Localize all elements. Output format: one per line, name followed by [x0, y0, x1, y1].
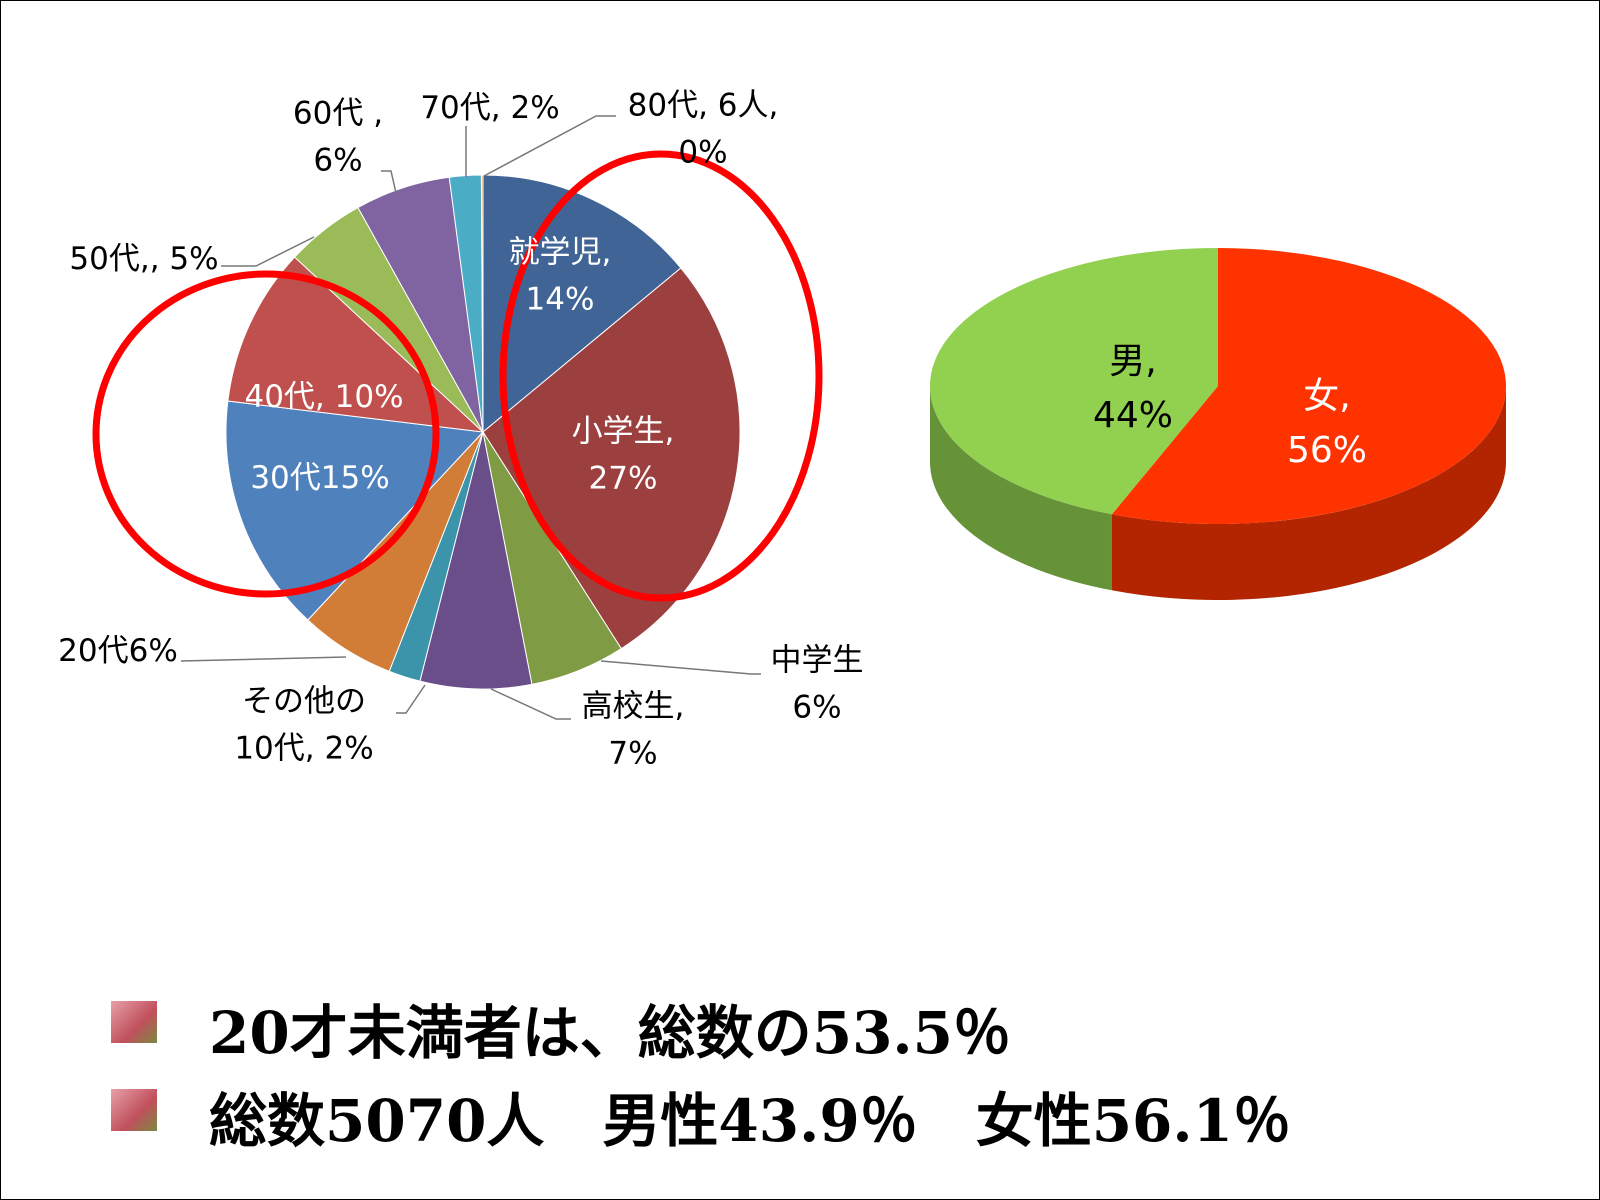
data-label: 70代, 2%	[420, 89, 560, 126]
pies	[225, 174, 1507, 690]
data-label: 40代, 10%	[244, 378, 404, 415]
data-label: 60代 , 6%	[292, 95, 384, 179]
bullet-icon	[111, 1089, 157, 1131]
data-label: 女, 56%	[1286, 376, 1367, 471]
pie-slice	[225, 400, 485, 621]
pie-slice	[482, 174, 682, 434]
leader-line	[221, 236, 315, 267]
pie-slice	[227, 256, 485, 433]
data-label: 小学生, 27%	[571, 413, 675, 497]
slice-side	[930, 386, 1112, 591]
leader-line	[600, 660, 761, 675]
slice-side	[1111, 386, 1506, 600]
data-label: 中学生 6%	[770, 642, 864, 726]
leader-line	[483, 115, 616, 177]
leader-line	[396, 684, 426, 714]
data-label: 高校生, 7%	[581, 688, 685, 772]
leader-line	[381, 170, 397, 194]
leader-line	[180, 656, 347, 662]
pie-slice	[482, 267, 741, 650]
data-label: その他の 10代, 2%	[234, 683, 374, 767]
data-label: 男, 44%	[1092, 341, 1173, 436]
highlight-ellipse	[92, 270, 440, 598]
annotations	[92, 150, 823, 602]
leader-line	[490, 688, 571, 720]
data-label: 30代15%	[250, 459, 390, 496]
pie-slice	[480, 174, 484, 433]
bullet-text: 20才未満者は、総数の53.5％	[209, 999, 1011, 1067]
bullet-text: 総数5070人 男性43.9％ 女性56.1％	[209, 1087, 1291, 1155]
bullet-icon	[111, 1001, 157, 1043]
data-label: 就学児, 14%	[508, 234, 612, 318]
pie-slice	[930, 248, 1218, 515]
leader-lines	[180, 115, 761, 720]
highlight-ellipse	[499, 150, 823, 602]
data-label: 80代, 6人, 0%	[627, 87, 779, 171]
data-label: 20代6%	[58, 632, 178, 669]
pie-slice	[1111, 248, 1507, 524]
data-label: 50代,, 5%	[69, 240, 219, 277]
pie-slice	[419, 431, 533, 690]
